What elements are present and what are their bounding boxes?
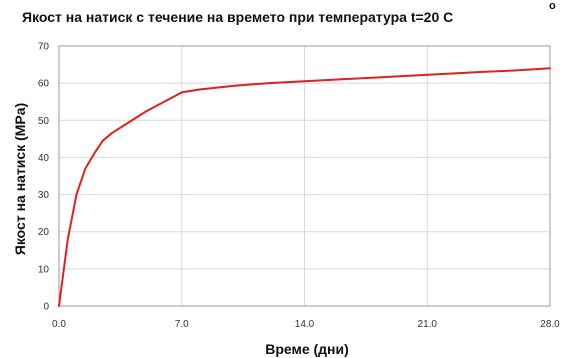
- y-tick-label: 30: [38, 190, 50, 201]
- series-layer: [58, 67, 551, 307]
- ticks-layer: 0 10 20 30 40 50 60 70 0.0 7.0 14.0 21.0 28.0: [38, 42, 560, 331]
- plot-frame: [58, 45, 551, 307]
- x-tick-label: 14.0: [295, 319, 315, 330]
- series-line: [58, 67, 551, 307]
- y-tick-label: 40: [38, 153, 50, 164]
- x-tick-label: 21.0: [418, 319, 438, 330]
- y-axis-title: Якост на натиск (MPa): [12, 103, 28, 255]
- y-tick-label: 70: [38, 42, 50, 53]
- x-tick-label: 7.0: [175, 319, 189, 330]
- chart-title: Якост на натиск с течение на времето при…: [22, 9, 454, 25]
- y-tick-label: 60: [38, 79, 50, 90]
- y-tick-label: 10: [38, 264, 50, 275]
- x-tick-label: 28.0: [540, 319, 560, 330]
- y-tick-label: 0: [43, 302, 49, 313]
- y-tick-label: 20: [38, 227, 50, 238]
- y-tick-label: 50: [38, 116, 50, 127]
- x-axis-title: Време (дни): [265, 341, 349, 357]
- grid-layer: [58, 45, 551, 307]
- degree-superscript: o: [549, 0, 556, 12]
- x-tick-label: 0.0: [52, 319, 66, 330]
